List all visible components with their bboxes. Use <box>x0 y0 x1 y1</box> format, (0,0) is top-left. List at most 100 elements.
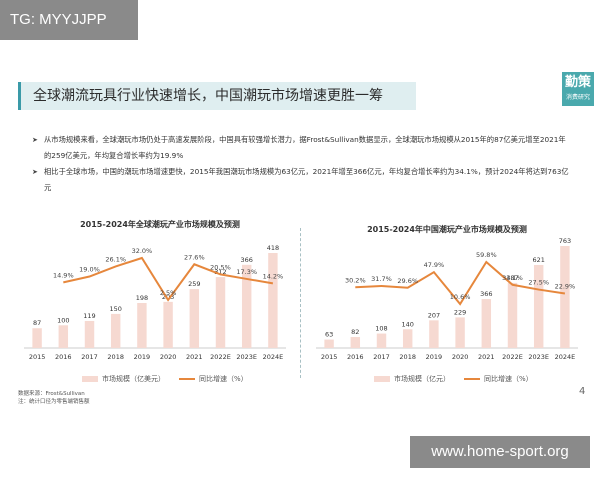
bar <box>429 320 439 348</box>
growth-label: 33.1% <box>502 274 523 282</box>
x-tick-label: 2023E <box>236 353 257 361</box>
bar-value-label: 108 <box>375 325 387 333</box>
brand-logo: 勤策 消费研究 <box>562 72 594 106</box>
bar <box>189 289 200 348</box>
x-tick-label: 2017 <box>81 353 98 361</box>
x-tick-label: 2020 <box>160 353 177 361</box>
growth-label: 17.3% <box>236 268 257 276</box>
bullet-item: ➤ 相比于全球市场，中国的潮玩市场增速更快，2015年我国潮玩市场规模为63亿元… <box>32 164 572 196</box>
x-tick-label: 2019 <box>134 353 151 361</box>
bullet-list: ➤ 从市场规模来看，全球潮玩市场仍处于高速发展阶段，中国具有较强增长潜力，据Fr… <box>32 132 572 196</box>
bar <box>481 299 492 348</box>
growth-label: 59.8% <box>476 251 497 259</box>
note-line: 注：统计口径为零售端销售额 <box>18 399 90 405</box>
bar-value-label: 487 <box>506 274 518 282</box>
bar <box>241 264 252 348</box>
watermark-top: TG: MYYJJPP <box>0 0 138 40</box>
bar <box>376 333 387 348</box>
growth-label: 14.9% <box>53 271 74 279</box>
x-tick-label: 2015 <box>29 353 46 361</box>
bar-value-label: 418 <box>267 244 279 252</box>
bar-value-label: 621 <box>532 256 544 264</box>
legend-label-line: 同比增速（%） <box>199 375 248 383</box>
x-tick-label: 2021 <box>186 353 203 361</box>
legend-china: 市场规模（亿元） 同比增速（%） <box>374 374 533 384</box>
growth-label: 19.0% <box>79 266 100 274</box>
growth-label: 27.5% <box>528 279 549 287</box>
chart-china: 63 2015 82 2016 108 2017 140 2018 207 2019 229 2020… <box>316 237 578 361</box>
source-note: 数据来源：Frost&Sullivan 注：统计口径为零售端销售额 <box>18 390 90 406</box>
source-line: 数据来源：Frost&Sullivan <box>18 391 85 397</box>
bar-value-label: 203 <box>162 293 174 301</box>
growth-label: 29.6% <box>397 277 418 285</box>
growth-label: 14.2% <box>263 272 284 280</box>
title-banner: 全球潮流玩具行业快速增长，中国潮玩市场增速更胜一筹 <box>18 82 416 110</box>
bar <box>215 277 226 348</box>
bar-value-label: 140 <box>401 320 413 328</box>
x-tick-label: 2024E <box>263 353 284 361</box>
legend-swatch-line <box>464 378 480 380</box>
legend-label-line: 同比增速（%） <box>484 375 533 383</box>
growth-label: 10.6% <box>450 293 471 301</box>
growth-label: 2.5% <box>160 289 177 297</box>
bar-value-label: 312 <box>214 268 226 276</box>
legend-swatch-bar <box>374 376 390 382</box>
bar <box>32 328 42 348</box>
bar-value-label: 229 <box>454 308 466 316</box>
page-title: 全球潮流玩具行业快速增长，中国潮玩市场增速更胜一筹 <box>33 88 383 104</box>
bar <box>84 320 95 348</box>
x-tick-label: 2018 <box>399 353 416 361</box>
bar-value-label: 119 <box>83 312 95 320</box>
bar <box>268 253 278 348</box>
bar <box>560 246 570 348</box>
chart-title-china: 2015-2024年中国潮玩产业市场规模及预测 <box>367 225 527 234</box>
bar <box>163 301 173 348</box>
bar <box>110 313 121 348</box>
bar-value-label: 259 <box>188 280 200 288</box>
growth-label: 27.6% <box>184 253 205 261</box>
legend-swatch-bar <box>82 376 98 382</box>
arrow-right-icon: ➤ <box>32 136 38 144</box>
bar <box>350 337 361 348</box>
page-number: 4 <box>579 386 586 397</box>
bar <box>324 339 334 348</box>
x-tick-label: 2019 <box>426 353 443 361</box>
legend-swatch-line <box>179 378 195 380</box>
growth-line <box>63 256 274 302</box>
brand-subtitle: 消费研究 <box>565 94 590 101</box>
bar <box>58 325 69 348</box>
x-tick-label: 2016 <box>55 353 72 361</box>
x-tick-label: 2024E <box>555 353 576 361</box>
bar <box>402 329 413 348</box>
growth-label: 47.9% <box>424 261 445 269</box>
chart-title-global: 2015-2024年全球潮玩产业市场规模及预测 <box>80 220 240 229</box>
legend-label-bar: 市场规模（亿美元） <box>102 375 165 383</box>
brand-name: 勤策 <box>564 75 591 90</box>
x-tick-label: 2023E <box>528 353 549 361</box>
growth-label: 26.1% <box>105 255 126 263</box>
bar-value-label: 100 <box>57 316 69 324</box>
bar-value-label: 82 <box>351 328 359 336</box>
bar-value-label: 366 <box>480 290 492 298</box>
arrow-right-icon: ➤ <box>32 168 38 176</box>
bar-value-label: 63 <box>325 331 333 339</box>
bar-value-label: 198 <box>136 294 148 302</box>
bar-value-label: 366 <box>240 256 252 264</box>
x-tick-label: 2018 <box>107 353 124 361</box>
bar <box>507 282 518 348</box>
growth-line <box>355 260 566 306</box>
legend-label-bar: 市场规模（亿元） <box>394 375 450 383</box>
bar <box>455 317 465 348</box>
chart-global: 87 2015 100 2016 119 2017 150 2018 198 2019 203 202… <box>24 244 286 361</box>
bullet-text: 相比于全球市场，中国的潮玩市场增速更快，2015年我国潮玩市场规模为63亿元，2… <box>44 167 569 192</box>
bar-value-label: 207 <box>428 311 440 319</box>
divider <box>300 228 301 378</box>
bullet-text: 从市场规模来看，全球潮玩市场仍处于高速发展阶段，中国具有较强增长潜力，据Fros… <box>44 135 566 160</box>
x-tick-label: 2022E <box>502 353 523 361</box>
bar-value-label: 87 <box>33 319 41 327</box>
bar-value-label: 150 <box>109 305 121 313</box>
x-tick-label: 2017 <box>373 353 390 361</box>
x-tick-label: 2020 <box>452 353 469 361</box>
growth-label: 32.0% <box>132 247 153 255</box>
growth-label: 30.2% <box>345 276 366 284</box>
